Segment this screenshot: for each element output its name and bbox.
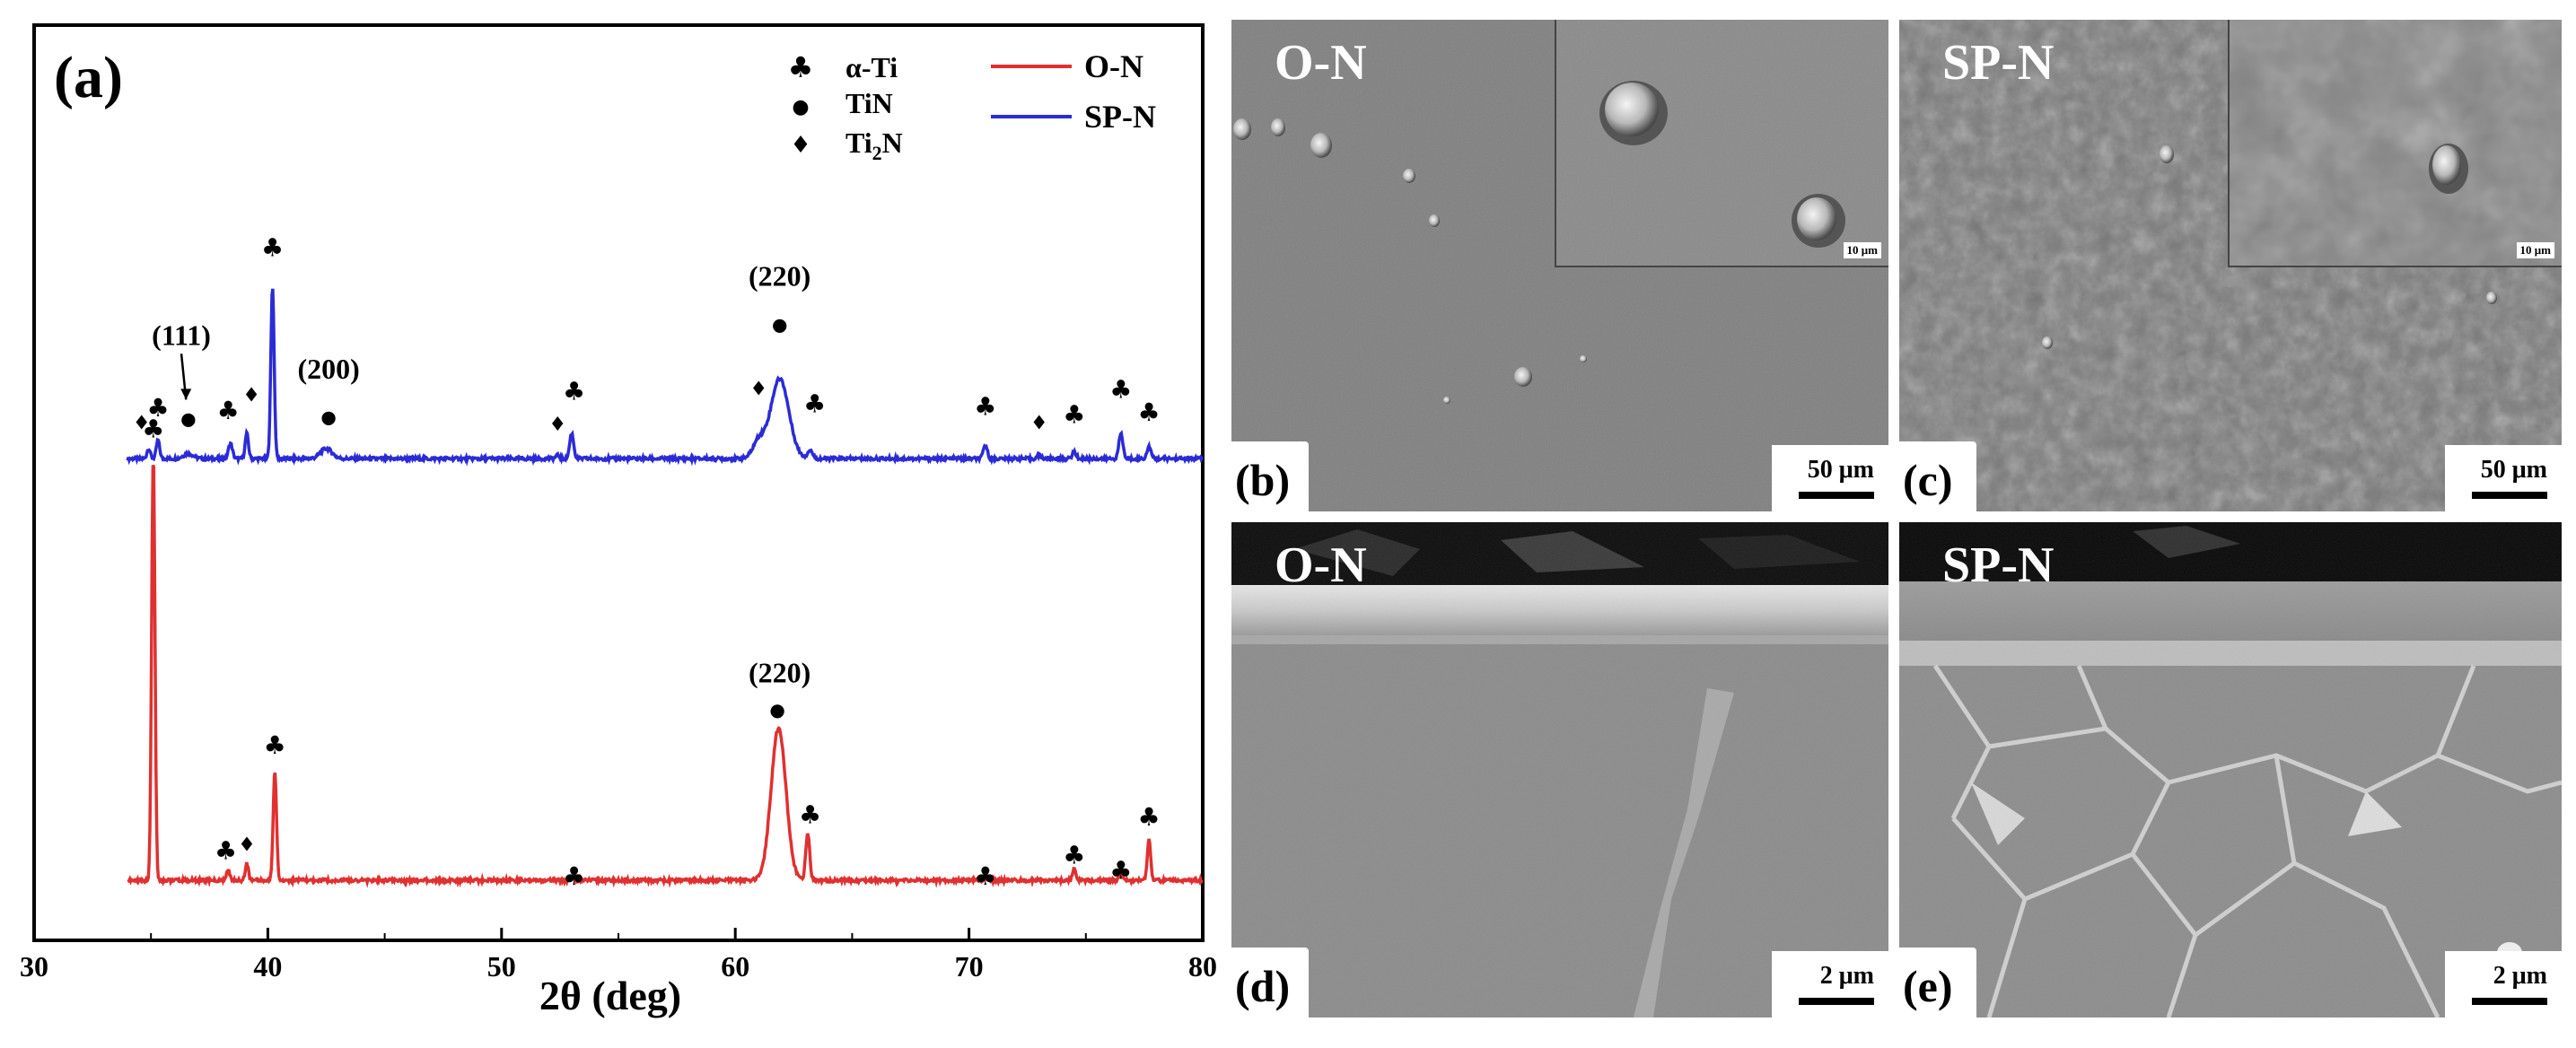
inset-scale-label: 10 μm [1843,242,1881,258]
scale-bar [2472,492,2547,499]
x-tick-label: 40 [253,950,282,982]
legend-sp-n-label: SP-N [1084,99,1156,135]
scale-bar [1799,998,1874,1005]
inset-zoom: 10 μm [2228,20,2562,267]
cross-section-texture [1899,522,2562,1017]
phase-marker: ♣ [261,233,284,263]
panel-tag-box: (e) [1899,948,1976,1017]
sem-panel-d: O-N (d) 2 μm [1231,522,1888,1017]
phase-marker: ♣ [563,861,585,891]
scale-bar [2472,998,2547,1005]
panel-tag-box: (b) [1231,441,1309,511]
legend-tin-symbol: ● [792,96,809,118]
phase-marker: ♣ [264,730,286,760]
peak-annotation: (220) [749,656,810,688]
plot-frame [32,23,1205,942]
annotation-arrowhead [180,389,192,400]
phase-marker: ♦ [1030,412,1048,434]
phase-marker: ● [772,313,787,335]
x-ticks: 30 40 50 60 70 80 [20,928,1217,982]
phase-marker: ♦ [133,412,151,434]
panel-tag-box: (d) [1231,948,1309,1017]
phase-marker: ♣ [142,415,164,444]
series-line-o-n [127,464,1204,888]
phase-marker: ♦ [749,379,767,401]
xrd-chart: 30 40 50 60 70 80 ♦♣ ● ♣♦♣● ♦♣ ♦●♣ ♣♦ ♣♣♣♣♣ ♦♣♣●♣♣♣♣… [20,23,1217,1018]
phase-marker: ♣ [1063,840,1085,869]
sem-title: O-N [1275,35,1367,91]
phase-marker: ♣ [1138,397,1161,427]
peak-annotation: (220) [749,260,810,293]
scale-box: 50 μm [1772,445,1888,511]
droplets [2042,145,2497,349]
panel-tag-box: (c) [1899,441,1976,511]
panel-label-c: (c) [1903,455,1953,505]
phase-marker: ♣ [803,389,826,419]
x-tick-label: 70 [955,950,984,982]
sem-title: O-N [1275,537,1367,593]
phase-marker: ♣ [974,861,996,891]
scale-label: 50 μm [1807,456,1874,484]
peak-annotations: (111) (200) (220) (220) [152,260,810,689]
cross-section-texture [1231,522,1888,1017]
phase-marker: ♣ [1109,375,1132,405]
phase-marker: ● [769,699,784,720]
x-tick-label: 30 [20,950,48,982]
legend-ti2n-symbol: ♦ [790,132,810,159]
sem-panel-c: 10 μm SP-N (c) 50 μm [1899,20,2562,511]
scale-label: 2 μm [2493,962,2547,990]
phase-marker: ♣ [563,376,585,406]
phase-marker: ♣ [217,396,240,425]
phase-markers: ♦♣ ● ♣♦♣● ♦♣ ♦●♣ ♣♦ ♣♣♣♣♣ ♦♣♣●♣♣♣♣♣ [133,233,1161,891]
sem-title: SP-N [1942,537,2055,593]
scale-box: 2 μm [2445,951,2562,1017]
phase-marker: ♣ [1109,855,1132,885]
sem-panel-e: SP-N (e) 2 μm [1899,522,2562,1017]
inset-texture [1556,20,1888,266]
sem-panel-b: 10 μm O-N (b) 50 μm [1231,20,1888,511]
phase-marker: ♣ [215,836,237,866]
phase-marker: ● [180,408,196,430]
x-axis-label: 2θ (deg) [539,973,681,1018]
peak-annotation: (111) [152,319,211,351]
x-tick-label: 80 [1188,950,1217,982]
panel-label-e: (e) [1903,961,1953,1011]
scale-box: 2 μm [1772,951,1888,1017]
phase-marker: ♦ [548,414,566,436]
phase-marker: ● [320,406,336,428]
scale-bar [1799,492,1874,499]
x-tick-label: 60 [721,950,749,982]
panel-label-a: (a) [54,45,123,110]
legend-alpha-ti-label: α-Ti [846,51,898,83]
scale-label: 50 μm [2480,456,2547,484]
phase-marker: ♦ [242,384,260,406]
phase-marker: ♣ [146,393,169,423]
peak-annotation: (200) [297,353,359,385]
sem-title: SP-N [1942,35,2055,91]
x-tick-label: 50 [487,950,516,982]
inset-zoom: 10 μm [1555,20,1888,267]
legend-tin-label: TiN [846,87,893,119]
legend-alpha-ti-symbol: ♣ [788,50,814,84]
inset-scale-label: 10 μm [2516,242,2554,258]
legend: ♣ α-Ti ● TiN ♦ Ti2N O-N SP-N [788,48,1156,164]
legend-o-n-label: O-N [1084,48,1143,84]
series-line-sp-n [126,288,1205,467]
inset-texture [2230,20,2562,266]
scale-box: 50 μm [2445,445,2562,511]
phase-marker: ♣ [1138,802,1161,832]
phase-marker: ♦ [238,834,256,856]
panel-label-b: (b) [1235,455,1291,505]
phase-marker: ♣ [1063,400,1085,430]
phase-marker: ♣ [799,799,821,829]
panel-label-d: (d) [1235,961,1291,1011]
legend-ti2n-label: Ti2N [846,127,903,164]
phase-marker: ♣ [974,391,996,421]
droplets [1233,118,1587,404]
scale-label: 2 μm [1819,962,1874,990]
